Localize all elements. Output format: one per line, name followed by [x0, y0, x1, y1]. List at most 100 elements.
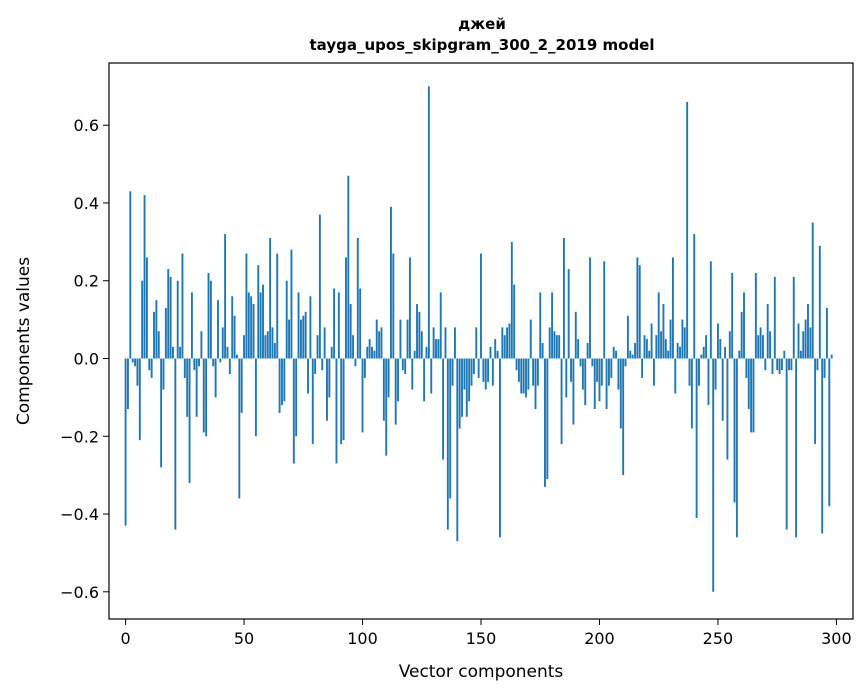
bar: [340, 358, 343, 445]
bar: [259, 292, 262, 359]
bar: [738, 350, 741, 359]
bar: [323, 327, 326, 359]
bar: [769, 331, 772, 359]
bar: [416, 304, 418, 359]
bar: [629, 350, 632, 359]
bar: [600, 358, 603, 386]
bar: [470, 358, 473, 386]
bar: [368, 339, 371, 359]
bar: [439, 292, 442, 359]
bar: [176, 280, 179, 359]
bar: [510, 241, 513, 359]
bar: [743, 292, 745, 359]
bar: [484, 358, 487, 390]
bar: [160, 358, 163, 468]
bar: [814, 358, 817, 445]
y-tick-label: −0.2: [60, 427, 99, 446]
bar: [560, 358, 563, 445]
x-axis-label: Vector components: [399, 662, 564, 682]
bar: [499, 358, 501, 538]
bar: [626, 315, 629, 359]
bar: [226, 346, 229, 359]
bar: [525, 358, 527, 398]
bar: [423, 358, 426, 402]
bar: [567, 269, 570, 359]
bar: [167, 269, 170, 359]
bar: [716, 323, 719, 359]
bar: [816, 358, 819, 371]
bar: [427, 86, 430, 359]
bar: [432, 327, 435, 359]
bar: [636, 257, 639, 359]
bar: [245, 253, 248, 359]
bar: [337, 292, 340, 359]
bar: [679, 346, 681, 359]
bar: [236, 354, 238, 359]
bar: [278, 358, 281, 413]
bar: [288, 319, 291, 359]
bar: [596, 358, 599, 382]
bar: [577, 339, 580, 359]
bar: [517, 358, 520, 382]
bar: [318, 214, 321, 359]
bar: [207, 272, 210, 359]
bar: [257, 265, 260, 359]
bar: [698, 358, 700, 386]
x-tick-label: 200: [584, 629, 615, 648]
bar: [273, 342, 276, 359]
bar: [224, 234, 227, 359]
bar: [243, 335, 246, 359]
bar: [205, 358, 208, 437]
bar: [553, 331, 556, 359]
bar: [631, 354, 634, 359]
bar: [664, 339, 667, 359]
bar: [390, 206, 392, 359]
bar: [771, 358, 774, 375]
bar: [380, 327, 383, 359]
bar: [321, 358, 324, 371]
bars-group: [124, 86, 833, 592]
bar: [811, 222, 814, 359]
bar: [586, 342, 589, 359]
bar: [712, 358, 715, 592]
bar: [539, 292, 542, 359]
bar: [347, 175, 350, 359]
bar: [363, 358, 366, 378]
bar: [162, 358, 165, 390]
bar: [589, 257, 591, 359]
bar: [183, 358, 186, 378]
bar: [496, 350, 499, 359]
bar: [802, 331, 805, 359]
bar: [825, 307, 828, 359]
bar: [188, 358, 191, 483]
bar: [584, 358, 587, 406]
bar: [821, 358, 824, 534]
bar: [643, 335, 646, 359]
bar: [330, 346, 333, 359]
bar: [546, 358, 549, 480]
bar: [179, 346, 182, 359]
bar: [489, 346, 492, 359]
bar: [366, 346, 369, 359]
bar: [247, 292, 250, 359]
bar: [335, 358, 338, 464]
bar: [413, 350, 416, 359]
bar: [508, 323, 511, 359]
y-tick-label: 0.2: [74, 272, 99, 291]
x-tick-label: 100: [347, 629, 378, 648]
bar: [309, 296, 312, 359]
bar: [212, 358, 215, 367]
bar: [750, 358, 753, 433]
bar: [520, 358, 523, 394]
bar: [435, 339, 437, 359]
bar: [591, 358, 594, 367]
y-tick-label: 0.0: [74, 349, 99, 368]
bar: [728, 331, 731, 359]
bar: [529, 319, 532, 359]
bar: [572, 358, 575, 425]
bar: [316, 335, 319, 359]
bar: [155, 300, 158, 359]
bar: [544, 358, 546, 487]
bar: [295, 358, 298, 437]
bar: [359, 288, 362, 359]
